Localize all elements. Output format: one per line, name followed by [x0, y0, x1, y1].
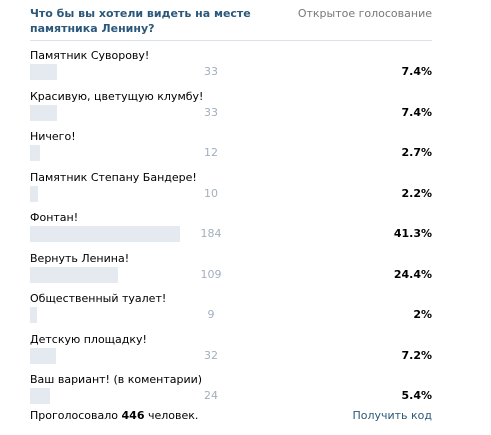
option-bar-fill [30, 226, 180, 242]
poll-option[interactable]: Красивую, цветущую клумбу! 33 7.4% [30, 89, 432, 130]
option-label: Красивую, цветущую клумбу! [30, 89, 204, 103]
poll-option[interactable]: Вернуть Ленина! 109 24.4% [30, 251, 432, 292]
total-votes-count: 446 [121, 409, 145, 422]
option-bar-track: 12 [30, 145, 392, 161]
poll-option[interactable]: Памятник Степану Бандере! 10 2.2% [30, 170, 432, 211]
get-code-link[interactable]: Получить код [352, 409, 432, 422]
poll-option[interactable]: Фонтан! 184 41.3% [30, 210, 432, 251]
option-vote-count: 33 [204, 65, 218, 78]
poll-header: Что бы вы хотели видеть на месте памятни… [30, 6, 432, 38]
option-bar-fill [30, 388, 50, 404]
poll-footer: Проголосовало 446 человек. Получить код [30, 408, 432, 424]
poll-question: Что бы вы хотели видеть на месте памятни… [30, 7, 251, 35]
poll-option[interactable]: Ваш вариант! (в коментарии) 24 5.4% [30, 372, 432, 413]
option-bar-track: 32 [30, 347, 392, 364]
option-vote-count: 33 [204, 105, 218, 119]
option-bar-track: 24 [30, 388, 392, 404]
option-vote-count: 184 [200, 227, 222, 240]
option-percent: 2% [413, 308, 432, 321]
option-vote-count: 12 [204, 146, 218, 159]
option-bar-fill [30, 185, 38, 202]
total-votes-prefix: Проголосовало [30, 409, 119, 422]
option-bar-fill [30, 64, 57, 80]
option-label: Ничего! [30, 130, 76, 143]
option-label: Вернуть Ленина! [30, 251, 130, 265]
option-percent: 7.2% [401, 348, 432, 362]
option-label: Фонтан! [30, 211, 79, 224]
option-bar-track: 9 [30, 307, 392, 323]
option-bar-fill [30, 145, 40, 161]
option-vote-count: 24 [204, 389, 218, 402]
option-vote-count: 9 [207, 308, 215, 321]
poll-option[interactable]: Общественный туалет! 9 2% [30, 291, 432, 332]
option-percent: 24.4% [393, 267, 432, 281]
header-divider [30, 40, 432, 41]
option-bar-track: 33 [30, 64, 392, 80]
option-label: Памятник Степану Бандере! [30, 170, 197, 184]
poll-option[interactable]: Ничего! 12 2.7% [30, 129, 432, 170]
option-percent: 2.7% [401, 146, 432, 159]
option-label: Общественный туалет! [30, 292, 167, 305]
option-percent: 2.2% [401, 186, 432, 200]
option-label: Ваш вариант! (в коментарии) [30, 373, 203, 386]
poll-option[interactable]: Детскую площадку! 32 7.2% [30, 332, 432, 373]
option-bar-track: 10 [30, 185, 392, 202]
total-votes-suffix: человек. [148, 409, 199, 422]
option-vote-count: 10 [204, 186, 218, 200]
option-vote-count: 109 [200, 267, 222, 281]
option-bar-track: 33 [30, 104, 392, 121]
option-bar-track: 109 [30, 266, 392, 283]
option-percent: 41.3% [393, 227, 432, 240]
option-bar-track: 184 [30, 226, 392, 242]
option-bar-fill [30, 347, 56, 364]
option-bar-fill [30, 307, 37, 323]
option-percent: 7.4% [401, 65, 432, 78]
total-votes: Проголосовало 446 человек. [30, 408, 198, 424]
poll-option[interactable]: Памятник Суворову! 33 7.4% [30, 48, 432, 89]
option-percent: 5.4% [401, 389, 432, 402]
poll-type-label: Открытое голосование [297, 7, 432, 20]
option-label: Памятник Суворову! [30, 49, 150, 62]
option-label: Детскую площадку! [30, 332, 147, 346]
option-percent: 7.4% [401, 105, 432, 119]
poll-options: Памятник Суворову! 33 7.4% Красивую, цве… [30, 48, 432, 413]
option-bar-fill [30, 266, 118, 283]
option-vote-count: 32 [204, 348, 218, 362]
option-bar-fill [30, 104, 57, 121]
